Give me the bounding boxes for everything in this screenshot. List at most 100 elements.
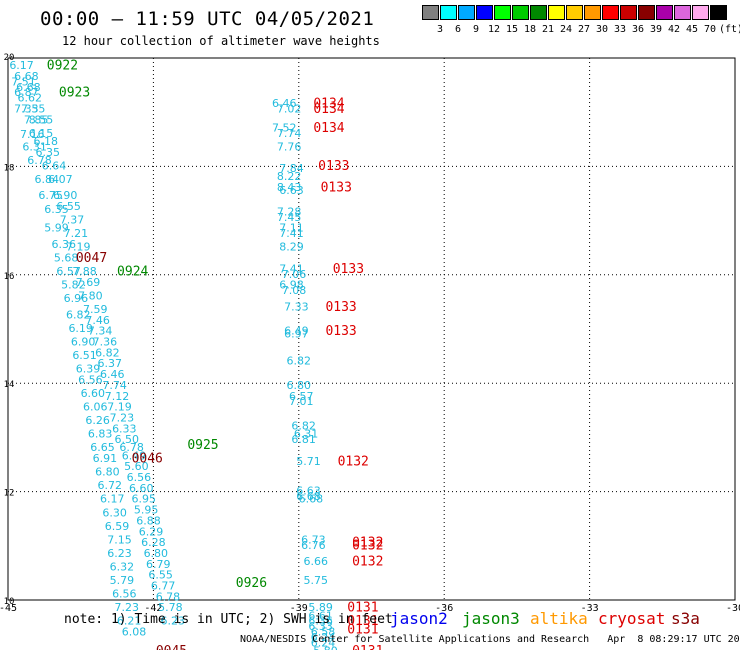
scale-swatch bbox=[656, 5, 673, 20]
wave-height-point: 6.82 bbox=[66, 308, 91, 321]
wave-height-point: 6.17 bbox=[100, 493, 125, 506]
x-tick-label: -45 bbox=[0, 603, 17, 614]
scale-swatch bbox=[638, 5, 655, 20]
wave-height-point: 7.23 bbox=[114, 601, 139, 614]
wave-height-point: 6.49 bbox=[284, 325, 309, 338]
pass-time-label: 0924 bbox=[117, 265, 148, 280]
pass-time-label: 0131 bbox=[352, 644, 383, 650]
plot-frame bbox=[7, 57, 736, 601]
wave-height-point: 6.56 bbox=[78, 373, 103, 386]
wave-height-point: 6.23 bbox=[107, 547, 132, 560]
y-tick-label: 20 bbox=[4, 53, 15, 63]
scale-unit-label: (ft) bbox=[718, 24, 740, 35]
legend-s3a: s3a bbox=[671, 609, 700, 628]
pass-time-label: 0925 bbox=[187, 438, 218, 453]
scale-label: 24 bbox=[559, 24, 573, 35]
wave-height-point: 6.17 bbox=[9, 59, 34, 72]
wave-height-point: 7.21 bbox=[64, 227, 89, 240]
wave-height-point: 6.88 bbox=[136, 514, 161, 527]
wave-height-point: 8.22 bbox=[277, 170, 302, 183]
wave-height-point: 6.80 bbox=[287, 379, 312, 392]
wave-height-point: 7.16 bbox=[20, 128, 45, 141]
pass-time-label: 0132 bbox=[352, 536, 383, 551]
scale-swatch bbox=[512, 5, 529, 20]
pass-time-label: 0132 bbox=[352, 538, 383, 553]
pass-time-label: 0132 bbox=[352, 555, 383, 570]
scale-label: 21 bbox=[541, 24, 555, 35]
scale-label: 33 bbox=[613, 24, 627, 35]
wave-height-point: 7.28 bbox=[277, 205, 302, 218]
wave-height-point: 7.59 bbox=[83, 303, 108, 316]
wave-height-point: 6.57 bbox=[56, 265, 81, 278]
pass-time-label: 0133 bbox=[333, 262, 364, 277]
wave-height-point: 6.18 bbox=[34, 135, 59, 148]
scale-swatch bbox=[476, 5, 493, 20]
wave-height-point: 7.80 bbox=[78, 289, 103, 302]
scale-label: 30 bbox=[595, 24, 609, 35]
scale-label: 45 bbox=[685, 24, 699, 35]
scale-swatch bbox=[440, 5, 457, 20]
wave-height-point: 6.35 bbox=[44, 203, 69, 216]
scale-label: 36 bbox=[631, 24, 645, 35]
scale-label: 27 bbox=[577, 24, 591, 35]
pass-time-label: 0133 bbox=[318, 159, 349, 174]
wave-height-point: 5.68 bbox=[54, 252, 79, 265]
wave-height-point: 6.46 bbox=[100, 368, 125, 381]
wave-height-point: 6.63 bbox=[279, 184, 304, 197]
scale-swatch bbox=[548, 5, 565, 20]
wave-height-point: 6.78 bbox=[27, 154, 52, 167]
wave-height-point: 5.89 bbox=[308, 601, 333, 614]
wave-height-point: 6.90 bbox=[53, 189, 78, 202]
wave-height-point: 6.65 bbox=[90, 441, 115, 454]
scale-label: 18 bbox=[523, 24, 537, 35]
y-tick-label: 16 bbox=[4, 272, 15, 282]
wave-height-point: 6.26 bbox=[85, 414, 110, 427]
pass-time-label: 0131 bbox=[347, 622, 378, 637]
wave-height-point: 7.88 bbox=[72, 265, 97, 278]
wave-height-point: 7.41 bbox=[279, 227, 304, 240]
scale-label: 15 bbox=[505, 24, 519, 35]
wave-height-point: 6.46 bbox=[272, 97, 297, 110]
scale-swatch bbox=[674, 5, 691, 20]
wave-height-point: 5.95 bbox=[134, 504, 159, 517]
scale-swatch bbox=[458, 5, 475, 20]
wave-height-point: 6.31 bbox=[294, 428, 319, 441]
wave-height-point: 6.36 bbox=[308, 615, 333, 628]
pass-time-label: 0131 bbox=[347, 614, 378, 629]
wave-height-point: 6.98 bbox=[279, 279, 304, 292]
wave-height-point: 6.83 bbox=[88, 428, 113, 441]
wave-height-point: 6.60 bbox=[81, 387, 106, 400]
legend-cryosat: cryosat bbox=[598, 609, 666, 628]
scale-swatch bbox=[602, 5, 619, 20]
wave-height-point: 6.58 bbox=[311, 626, 336, 639]
wave-height-point: 7.33 bbox=[284, 300, 309, 313]
wave-height-point: 6.51 bbox=[72, 349, 97, 362]
wave-height-point: 6.06 bbox=[83, 401, 108, 414]
wave-height-point: 7.19 bbox=[107, 401, 132, 414]
scale-swatch bbox=[710, 5, 727, 20]
wave-height-point: 6.32 bbox=[110, 560, 135, 573]
wave-height-point: 6.55 bbox=[56, 200, 81, 213]
wave-height-point: 6.77 bbox=[151, 579, 176, 592]
wave-height-point: 6.91 bbox=[93, 452, 118, 465]
wave-height-point: 6.82 bbox=[291, 420, 316, 433]
wave-height-point: 6.84 bbox=[35, 173, 60, 186]
wave-height-point: 6.68 bbox=[16, 81, 41, 94]
wave-height-point: 6.24 bbox=[311, 631, 336, 644]
wave-height-point: 6.72 bbox=[98, 479, 123, 492]
wave-height-point: 6.78 bbox=[156, 590, 181, 603]
wave-height-point: 7.01 bbox=[289, 395, 314, 408]
scale-label: 12 bbox=[487, 24, 501, 35]
x-tick-label: -36 bbox=[435, 603, 453, 614]
wave-height-point: 6.50 bbox=[114, 433, 139, 446]
x-tick-label: -33 bbox=[581, 603, 599, 614]
wave-height-point: 6.15 bbox=[29, 127, 54, 140]
wave-height-point: 5.60 bbox=[124, 460, 149, 473]
wave-height-point: 6.81 bbox=[291, 433, 316, 446]
pass-time-label: 0133 bbox=[321, 181, 352, 196]
wave-height-point: 7.19 bbox=[66, 241, 91, 254]
scale-label: 9 bbox=[472, 24, 480, 35]
wave-height-point: 6.19 bbox=[68, 322, 93, 335]
wave-height-point: 6.82 bbox=[95, 346, 120, 359]
